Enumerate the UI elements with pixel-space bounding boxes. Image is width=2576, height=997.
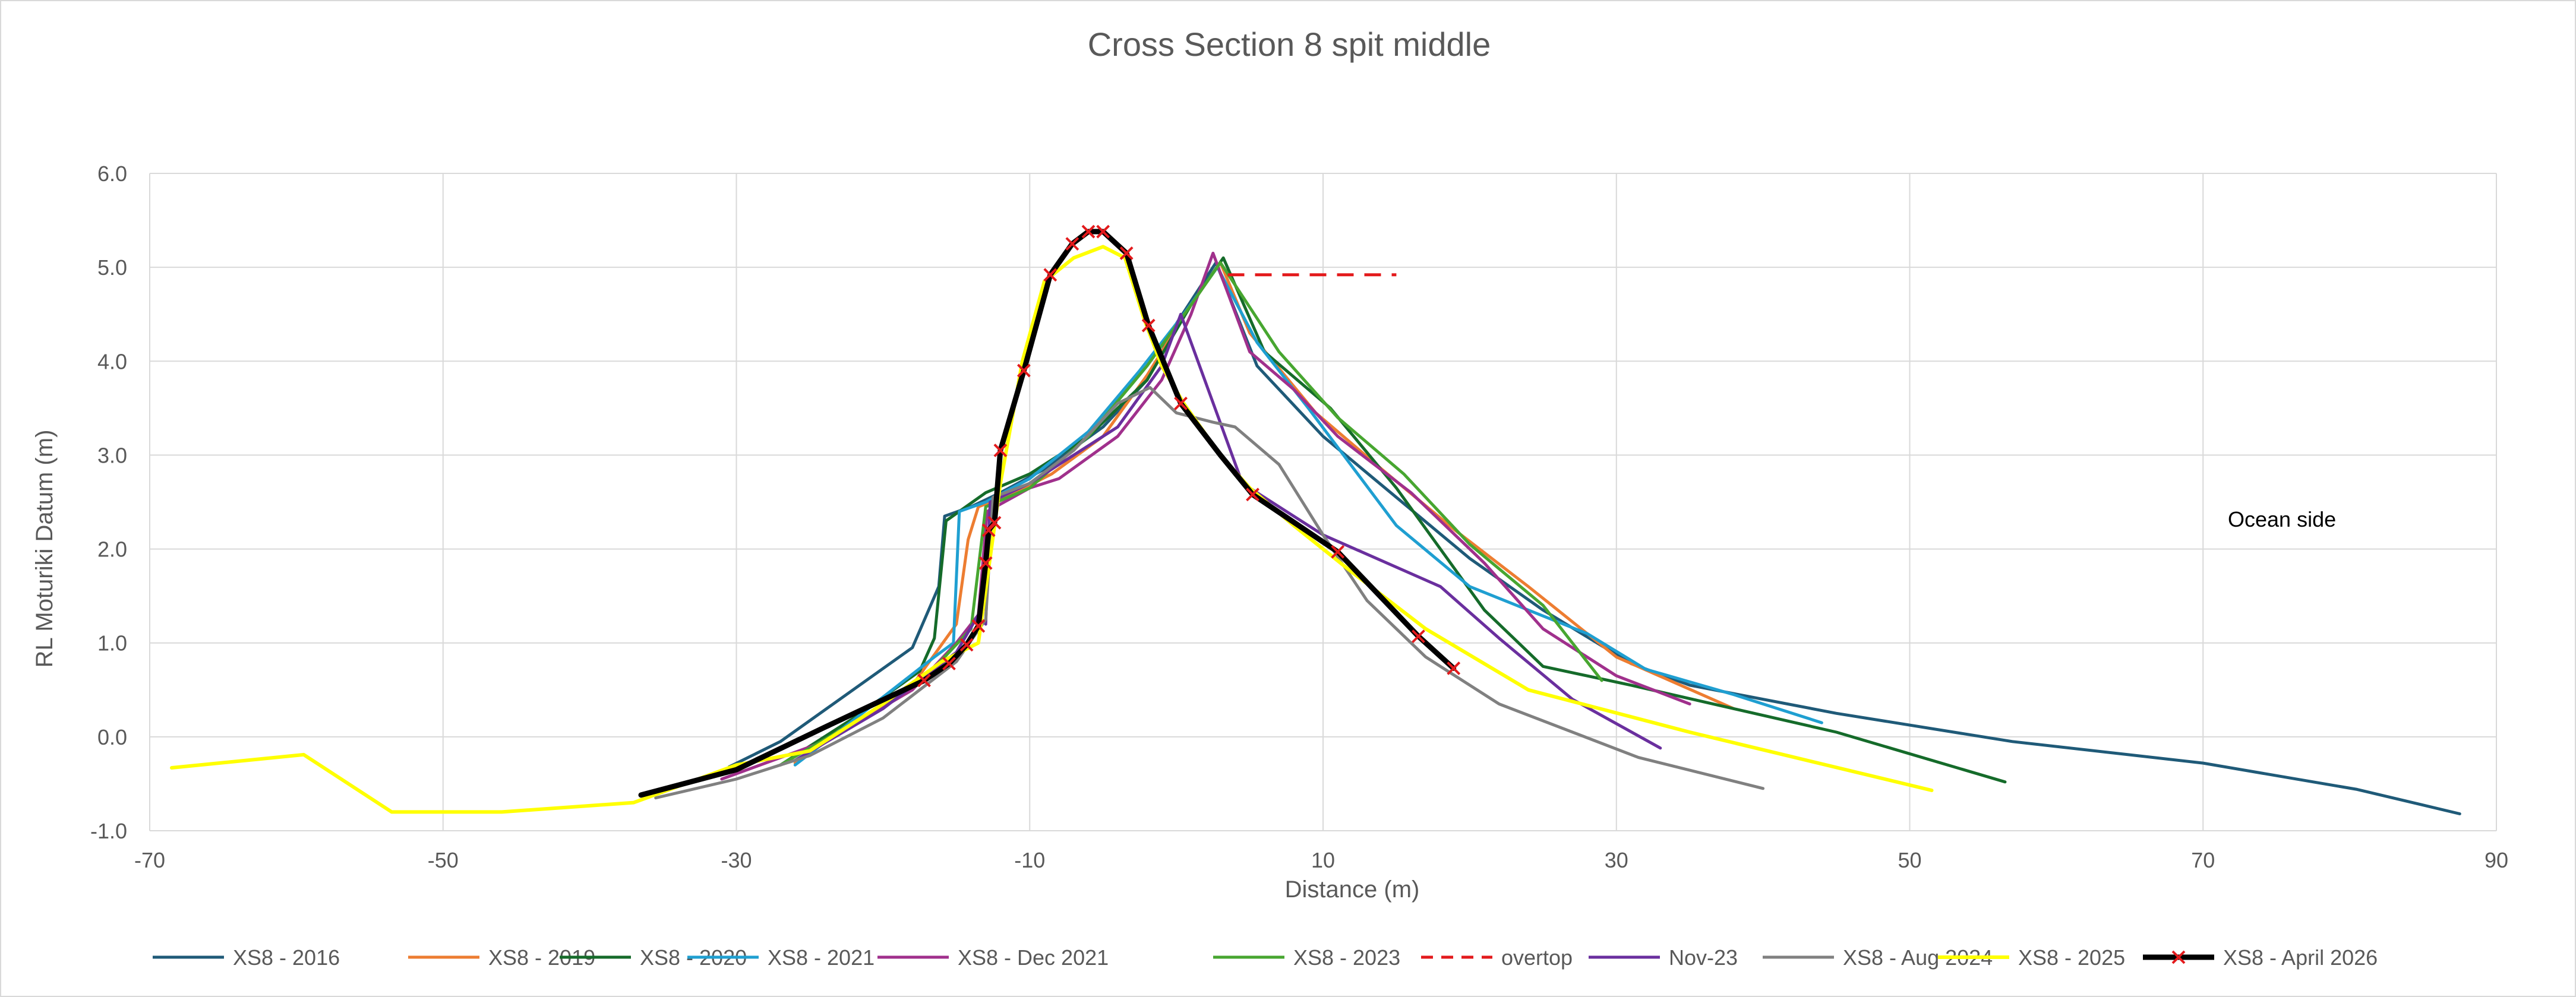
x-marker	[1174, 397, 1188, 410]
series-line-8	[654, 386, 1765, 800]
legend-label: overtop	[1501, 945, 1573, 970]
series-line-1	[793, 261, 1735, 765]
x-marker	[1246, 488, 1259, 502]
legend-label: XS8 - 2025	[2018, 945, 2125, 970]
legend-item: XS8 - 2019	[408, 945, 595, 970]
legend-item: XS8 - Dec 2021	[877, 945, 1109, 970]
x-marker	[1331, 545, 1345, 559]
series-line-10	[638, 229, 1457, 798]
legend-label: Nov-23	[1669, 945, 1738, 970]
x-marker	[1081, 224, 1096, 239]
legend-label: XS8 - 2021	[768, 945, 875, 970]
x-tick-label: 10	[1311, 848, 1335, 872]
x-tick-label: 30	[1605, 848, 1628, 872]
x-marker	[1043, 268, 1057, 282]
y-tick-label: 3.0	[97, 443, 127, 467]
x-marker	[1065, 237, 1079, 251]
data-markers	[917, 224, 1461, 688]
x-marker	[942, 657, 956, 670]
legend-item: overtop	[1421, 945, 1573, 970]
legend-label: XS8 - April 2026	[2223, 945, 2378, 970]
x-marker	[987, 515, 1002, 530]
x-marker	[1119, 246, 1134, 260]
y-tick-label: 4.0	[97, 349, 127, 374]
x-marker	[1141, 318, 1156, 333]
y-tick-label: 5.0	[97, 255, 127, 280]
legend-label: XS8 - 2016	[233, 945, 340, 970]
x-tick-label: 70	[2191, 848, 2215, 872]
x-tick-label: -70	[134, 848, 165, 872]
gridlines	[149, 173, 2497, 831]
x-marker	[978, 556, 993, 570]
legend-label: XS8 - 2023	[1293, 945, 1400, 970]
series-lines	[170, 229, 2461, 815]
x-tick-label: -50	[428, 848, 459, 872]
series-line-9	[170, 245, 1934, 814]
y-tick-label: -1.0	[90, 819, 127, 843]
y-axis-title: RL Moturiki Datum (m)	[31, 430, 58, 668]
x-marker	[1447, 661, 1461, 675]
x-marker	[1412, 629, 1425, 644]
ocean-side-annotation: Ocean side	[2228, 507, 2336, 531]
legend-item: XS8 - 2023	[1213, 945, 1400, 970]
x-marker	[917, 673, 931, 688]
legend-item: XS8 - April 2026	[2143, 945, 2378, 970]
series-line-5	[779, 261, 1603, 767]
legend-item: XS8 - 2021	[687, 945, 875, 970]
y-tick-label: 2.0	[97, 537, 127, 562]
x-tick-label: 50	[1898, 848, 1921, 872]
series-line-4	[720, 251, 1691, 781]
y-tick-label: 1.0	[97, 631, 127, 656]
x-marker	[1016, 363, 1031, 378]
x-marker	[1096, 224, 1110, 239]
x-axis-title: Distance (m)	[1285, 876, 1420, 903]
chart-title: Cross Section 8 spit middle	[1088, 26, 1491, 63]
legend-label: XS8 - Dec 2021	[958, 945, 1109, 970]
tick-labels: -70 -50 -30 -10 10 30 50 70 90 -1.0 0.0 1.0 2.0 3.0 4.…	[90, 162, 2508, 872]
x-marker	[993, 444, 1008, 457]
legend-item: XS8 - 2016	[153, 945, 340, 970]
y-tick-label: 0.0	[97, 725, 127, 749]
legend: XS8 - 2016 XS8 - 2019 XS8 - 2020 XS8 - 2021…	[153, 945, 2378, 970]
x-tick-label: -30	[721, 848, 752, 872]
legend-item: Nov-23	[1589, 945, 1738, 970]
x-marker	[959, 638, 974, 652]
x-tick-label: 90	[2485, 848, 2508, 872]
legend-item: XS8 - 2025	[1938, 945, 2125, 970]
series-line-7	[793, 312, 1662, 762]
y-tick-label: 6.0	[97, 162, 127, 186]
x-marker	[971, 619, 986, 633]
x-tick-label: -10	[1014, 848, 1045, 872]
